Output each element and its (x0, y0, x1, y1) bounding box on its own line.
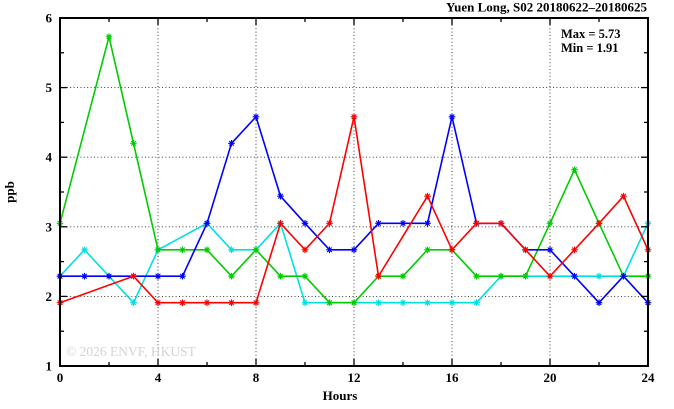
y-tick-label: 4 (46, 150, 53, 165)
x-tick-label: 4 (155, 370, 162, 385)
min-annotation: Min = 1.91 (561, 41, 618, 55)
series-markers-green-line (56, 33, 652, 306)
series-line-green-line (59, 36, 648, 304)
x-axis-label: Hours (323, 388, 358, 403)
x-tick-label: 16 (446, 370, 460, 385)
watermark: © 2026 ENVF, HKUST (66, 344, 197, 359)
max-annotation: Max = 5.73 (561, 27, 621, 41)
y-tick-label: 3 (46, 219, 53, 234)
x-tick-label: 0 (57, 370, 64, 385)
y-axis-label: ppb (2, 181, 17, 203)
y-tick-label: 1 (46, 359, 53, 374)
plot-frame (59, 17, 649, 367)
y-tick-label: 2 (46, 289, 53, 304)
x-tick-label: 20 (544, 370, 557, 385)
grid-layer (60, 18, 648, 366)
y-tick-label: 5 (46, 80, 53, 95)
series-line-red-line (59, 116, 649, 304)
y-tick-label: 6 (46, 11, 53, 26)
series-layer (56, 33, 652, 306)
x-tick-label: 8 (253, 370, 260, 385)
x-tick-label: 24 (642, 370, 656, 385)
x-tick-label: 12 (348, 370, 361, 385)
chart-title: Yuen Long, S02 20180622–20180625 (446, 0, 648, 15)
